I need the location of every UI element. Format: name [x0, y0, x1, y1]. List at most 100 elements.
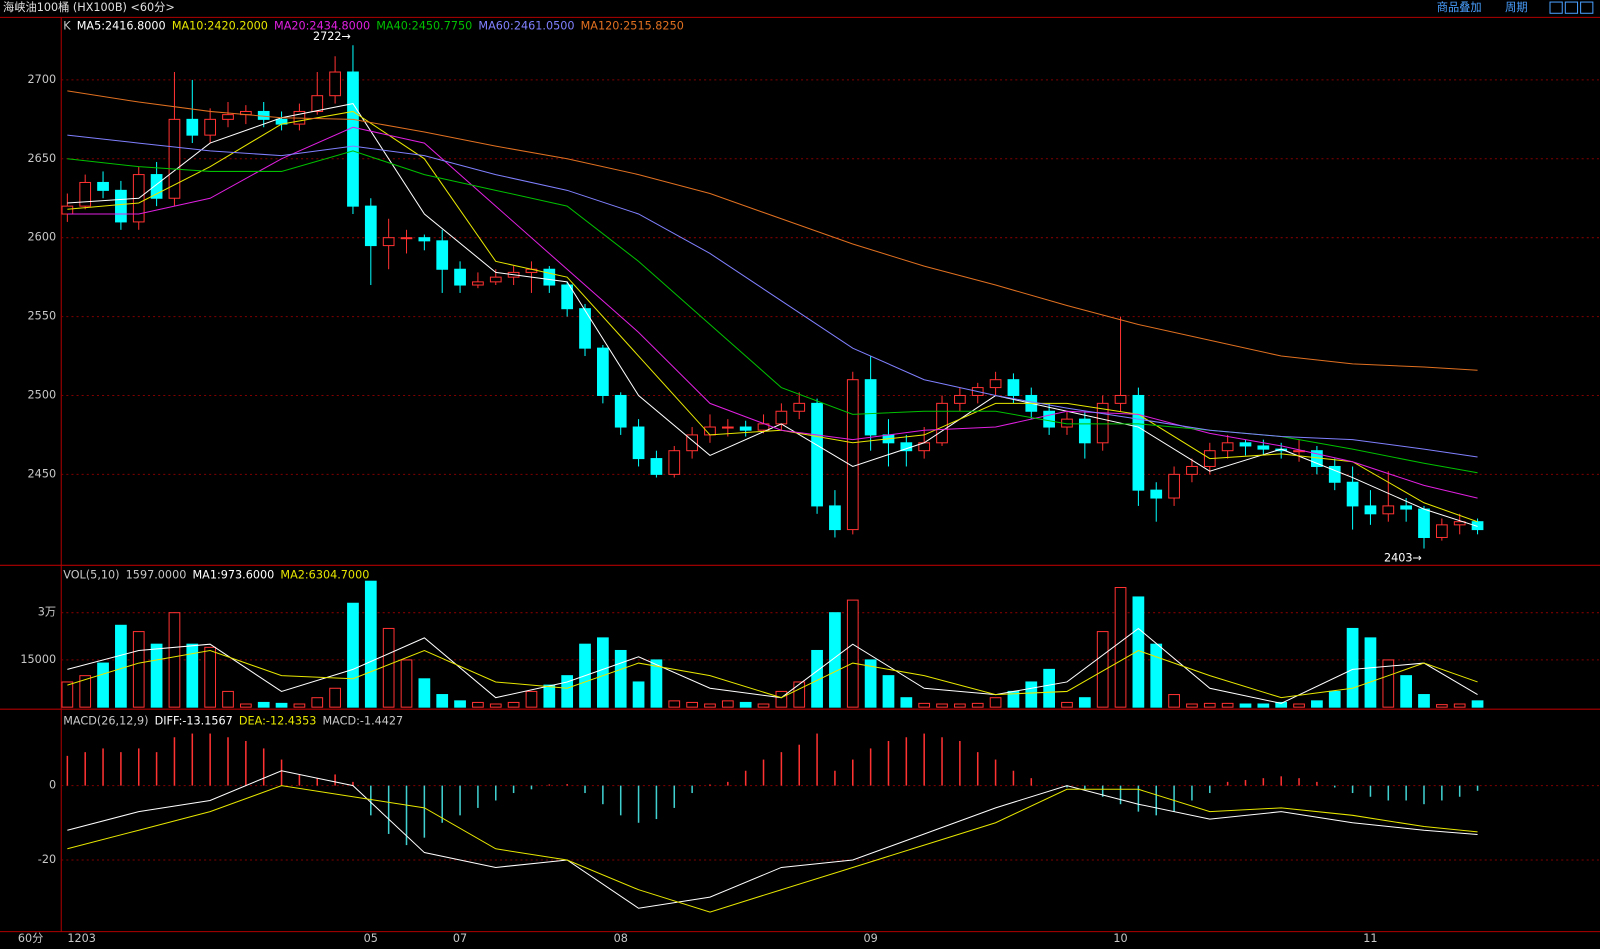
x-tick-label: 1203 [67, 932, 96, 945]
volume-bar [1346, 627, 1359, 708]
volume-bar [971, 702, 984, 708]
volume-bar [311, 697, 324, 708]
volume-bar [686, 701, 698, 708]
volume-bar [1114, 586, 1127, 708]
candle-body [561, 284, 574, 310]
legend-item: MACD(26,12,9) [63, 714, 148, 727]
x-tick-label: 09 [863, 932, 877, 945]
volume-bar [275, 702, 288, 708]
volume-bar [525, 690, 538, 708]
volume-bar [222, 690, 234, 708]
volume-bar [775, 690, 788, 708]
y-tick-label: 2600 [28, 231, 57, 244]
volume-bar [186, 643, 199, 708]
volume-bar [507, 701, 520, 708]
candle-body [668, 450, 681, 475]
candle-body [489, 276, 502, 283]
candle-body [204, 118, 217, 136]
x-tick-label: 11 [1363, 932, 1377, 945]
volume-bar [1186, 703, 1198, 708]
candle-body [739, 426, 752, 431]
volume-bar [668, 700, 681, 708]
volume-bar [1471, 700, 1484, 708]
volume-bar [382, 627, 395, 708]
legend-item: MA1:973.6000 [192, 569, 274, 582]
volume-bar [1221, 702, 1234, 708]
volume-bar [1168, 694, 1180, 708]
candle-body [775, 410, 788, 425]
line [67, 649, 1478, 699]
volume-bar [811, 649, 823, 708]
legend-item: MA2:6304.7000 [280, 569, 369, 582]
candle-body [846, 379, 859, 531]
candle-body [936, 402, 948, 444]
volume-bar [115, 624, 127, 708]
candle-body [1150, 489, 1163, 499]
title: 海峡油100桶 (HX100B) <60分> [3, 0, 175, 14]
candle-body [382, 237, 395, 247]
line [67, 770, 1478, 909]
candle-body [1221, 442, 1234, 452]
legend-item: MA60:2461.0500 [478, 20, 574, 33]
volume-bar [597, 637, 609, 708]
candle-body [436, 240, 449, 270]
candle-body [222, 114, 234, 120]
y-tick-label: 15000 [20, 653, 56, 666]
candle-body [79, 181, 92, 207]
volume-bar [489, 703, 502, 708]
candle-body [1168, 473, 1180, 499]
volume-bar [954, 703, 966, 708]
candle-body [150, 174, 163, 199]
volume-bar [882, 675, 895, 708]
volume-bar [436, 694, 449, 708]
candle-body [829, 505, 841, 531]
period-button[interactable]: 周期 [1505, 1, 1527, 14]
volume-bar [168, 612, 181, 708]
legend-item: 1597.0000 [126, 569, 187, 582]
x-tick-label: 05 [364, 932, 378, 945]
volume-bar [1239, 703, 1252, 708]
candle-body [1078, 418, 1091, 444]
candle-body [400, 237, 413, 240]
candle-body [311, 95, 324, 112]
y-tick-label: -20 [38, 853, 56, 866]
volume-bar [329, 687, 341, 708]
y-tick-label: 2550 [28, 310, 57, 323]
volume-bar [1382, 659, 1395, 708]
volume-bar [829, 612, 841, 708]
x-tick-label: 10 [1113, 932, 1127, 945]
candle-body [1239, 442, 1252, 447]
volume-bar [632, 681, 645, 708]
candle-body [1400, 505, 1413, 510]
overlay-button[interactable]: 商品叠加 [1437, 0, 1482, 14]
candle-body [1096, 402, 1109, 444]
x-unit: 60分 [18, 932, 44, 945]
line [67, 90, 1478, 371]
volume-bar [1364, 637, 1377, 708]
candle-body [543, 268, 556, 286]
candle-body [1346, 481, 1359, 507]
volume-bar [1453, 703, 1466, 708]
candle-body [1418, 508, 1430, 538]
volume-bar [1293, 703, 1305, 708]
candle-body [811, 402, 823, 507]
volume-bar [846, 599, 859, 708]
volume-bar [132, 631, 145, 708]
legend-item: DEA:-12.4353 [239, 714, 316, 727]
candle-body [329, 71, 341, 97]
candle-body [1186, 465, 1198, 475]
candle-body [1453, 521, 1466, 526]
volume-bar [1096, 631, 1109, 708]
volume-bar [704, 703, 716, 708]
candle-body [1257, 445, 1270, 450]
volume-bar [561, 675, 574, 708]
y-tick-label: 2700 [28, 73, 57, 86]
volume-bar [150, 643, 163, 708]
volume-bar [97, 662, 109, 708]
line [67, 103, 1478, 527]
volume-bar [257, 701, 270, 708]
legend-item: MA10:2420.2000 [172, 20, 268, 33]
volume-bar [472, 701, 484, 708]
